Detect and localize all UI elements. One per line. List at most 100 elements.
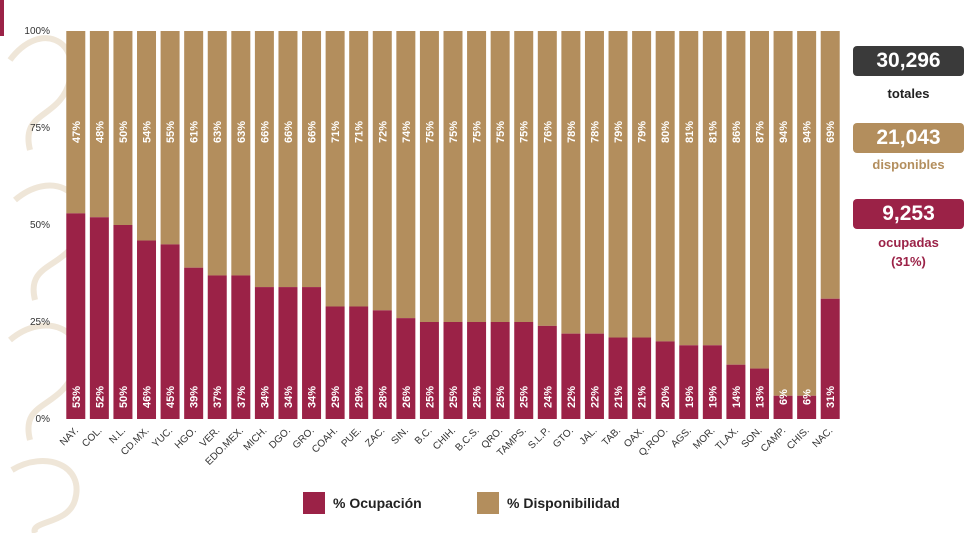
data-label-disponibilidad: 75% <box>448 121 460 143</box>
available-beds-label: disponibles <box>872 157 945 172</box>
data-label-ocupacion: 52% <box>94 386 106 408</box>
bar-disponibilidad <box>66 31 86 214</box>
x-tick-label: PUE. <box>340 425 364 449</box>
bar-ocupacion <box>702 345 722 419</box>
bar-disponibilidad <box>537 31 557 326</box>
bar-disponibilidad <box>207 31 227 276</box>
bar-disponibilidad <box>514 31 534 322</box>
bar-disponibilidad <box>608 31 628 338</box>
data-label-ocupacion: 37% <box>236 386 248 408</box>
bar-disponibilidad <box>467 31 487 322</box>
legend-label-disponibilidad: % Disponibilidad <box>507 495 620 511</box>
bar-disponibilidad <box>137 31 157 241</box>
data-label-ocupacion: 13% <box>754 386 766 408</box>
legend-label-ocupacion: % Ocupación <box>333 495 422 511</box>
bar-ocupacion <box>89 217 109 419</box>
x-tick-label: SIN. <box>389 425 411 447</box>
bar-disponibilidad <box>797 31 817 396</box>
bar-disponibilidad <box>655 31 675 342</box>
bar-ocupacion <box>655 341 675 419</box>
bar-ocupacion <box>584 333 604 419</box>
y-tick-label: 75% <box>30 123 50 134</box>
data-label-disponibilidad: 75% <box>424 121 436 143</box>
data-label-disponibilidad: 80% <box>660 121 672 143</box>
bar-disponibilidad <box>632 31 652 338</box>
accent-bar <box>0 0 4 36</box>
bar-ocupacion <box>773 395 793 419</box>
bar-disponibilidad <box>325 31 345 307</box>
data-label-ocupacion: 31% <box>825 386 837 408</box>
data-label-ocupacion: 25% <box>495 386 507 408</box>
data-label-disponibilidad: 75% <box>472 121 484 143</box>
data-label-ocupacion: 14% <box>731 386 743 408</box>
bar-ocupacion <box>349 306 369 419</box>
x-tick-label: CHIH. <box>431 425 458 452</box>
data-label-disponibilidad: 75% <box>519 121 531 143</box>
bar-ocupacion <box>537 325 557 419</box>
bar-ocupacion <box>632 337 652 419</box>
data-label-disponibilidad: 79% <box>613 121 625 143</box>
bar-disponibilidad <box>278 31 298 288</box>
data-label-disponibilidad: 76% <box>542 121 554 143</box>
legend-item-disponibilidad: % Disponibilidad <box>477 492 620 514</box>
y-tick-label: 0% <box>36 414 51 425</box>
x-tick-label: B.C.S. <box>453 425 481 453</box>
bar-disponibilidad <box>443 31 463 322</box>
total-beds-box: 30,296 <box>853 46 964 76</box>
data-label-ocupacion: 34% <box>283 386 295 408</box>
data-label-disponibilidad: 66% <box>307 121 319 143</box>
bar-disponibilidad <box>372 31 392 311</box>
data-label-ocupacion: 21% <box>613 386 625 408</box>
data-label-ocupacion: 6% <box>802 389 814 405</box>
bar-disponibilidad <box>89 31 109 218</box>
x-tick-label: NAY. <box>58 425 81 448</box>
bar-ocupacion <box>797 395 817 419</box>
y-tick-label: 25% <box>30 317 50 328</box>
bar-ocupacion <box>66 213 86 419</box>
x-tick-label: S.L.P. <box>526 425 552 451</box>
data-label-ocupacion: 22% <box>589 386 601 408</box>
data-label-disponibilidad: 81% <box>707 121 719 143</box>
occupied-beds-percent: (31%) <box>891 254 926 269</box>
bar-disponibilidad <box>184 31 204 268</box>
bar-ocupacion <box>419 322 439 419</box>
data-label-ocupacion: 28% <box>377 386 389 408</box>
data-label-ocupacion: 25% <box>472 386 484 408</box>
data-label-ocupacion: 6% <box>778 389 790 405</box>
data-label-ocupacion: 25% <box>424 386 436 408</box>
data-label-disponibilidad: 47% <box>71 121 83 143</box>
x-tick-label: AGS. <box>669 425 694 450</box>
x-tick-label: GTO. <box>551 425 576 450</box>
bar-ocupacion <box>278 287 298 419</box>
x-tick-label: COAH. <box>310 425 340 455</box>
x-tick-label: CAMP. <box>759 425 788 454</box>
data-label-disponibilidad: 72% <box>377 121 389 143</box>
bar-disponibilidad <box>490 31 510 322</box>
bar-disponibilidad <box>396 31 416 319</box>
x-tick-label: JAL. <box>578 425 600 447</box>
data-label-disponibilidad: 66% <box>283 121 295 143</box>
y-tick-label: 50% <box>30 220 50 231</box>
bar-ocupacion <box>113 225 133 419</box>
available-beds-box: 21,043 <box>853 123 964 153</box>
data-label-disponibilidad: 86% <box>731 121 743 143</box>
occupied-beds-box: 9,253 <box>853 199 964 229</box>
data-label-ocupacion: 37% <box>212 386 224 408</box>
data-label-disponibilidad: 61% <box>189 121 201 143</box>
bar-disponibilidad <box>679 31 699 346</box>
bar-ocupacion <box>137 240 157 419</box>
data-label-ocupacion: 24% <box>542 386 554 408</box>
bar-ocupacion <box>325 306 345 419</box>
data-label-disponibilidad: 74% <box>401 121 413 143</box>
data-label-ocupacion: 34% <box>259 386 271 408</box>
x-tick-label: YUC. <box>151 425 176 450</box>
data-label-ocupacion: 19% <box>684 386 696 408</box>
legend-swatch-ocupacion <box>303 492 325 514</box>
bar-disponibilidad <box>160 31 180 245</box>
data-label-ocupacion: 19% <box>707 386 719 408</box>
x-tick-label: MICH. <box>242 425 270 453</box>
bar-disponibilidad <box>231 31 251 276</box>
bar-disponibilidad <box>254 31 274 288</box>
bar-ocupacion <box>160 244 180 419</box>
